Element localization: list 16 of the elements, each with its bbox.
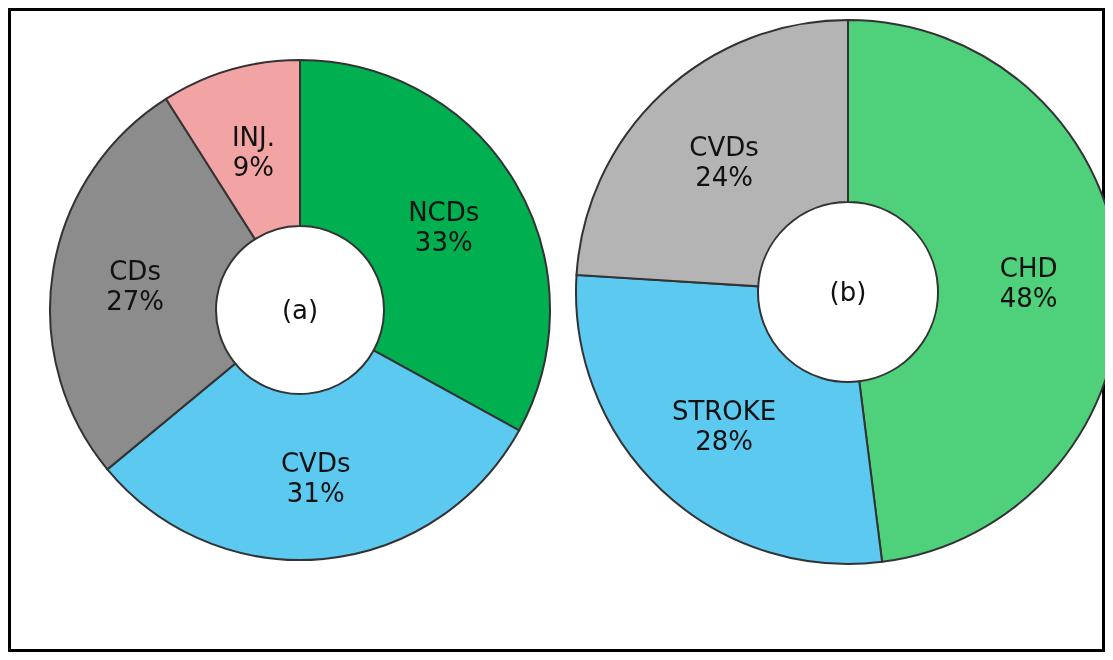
data-label: 24% [695, 162, 753, 193]
slice-label: CHD [999, 252, 1058, 283]
slice-label: INJ. [231, 121, 275, 152]
data-label: 33% [414, 226, 473, 257]
slice-label: CVDs [689, 132, 759, 163]
slice-label: CVDs [280, 448, 351, 479]
slice-label: NCDs [408, 196, 480, 227]
data-label: 28% [695, 425, 753, 456]
data-label: 27% [106, 285, 164, 316]
data-label: 31% [286, 478, 345, 509]
data-label: 9% [232, 151, 275, 182]
text: (b) [829, 277, 867, 307]
slice-label: STROKE [671, 395, 777, 426]
slice-label: CDs [109, 255, 161, 286]
data-label: 48% [999, 282, 1058, 313]
text: (a) [281, 295, 319, 325]
